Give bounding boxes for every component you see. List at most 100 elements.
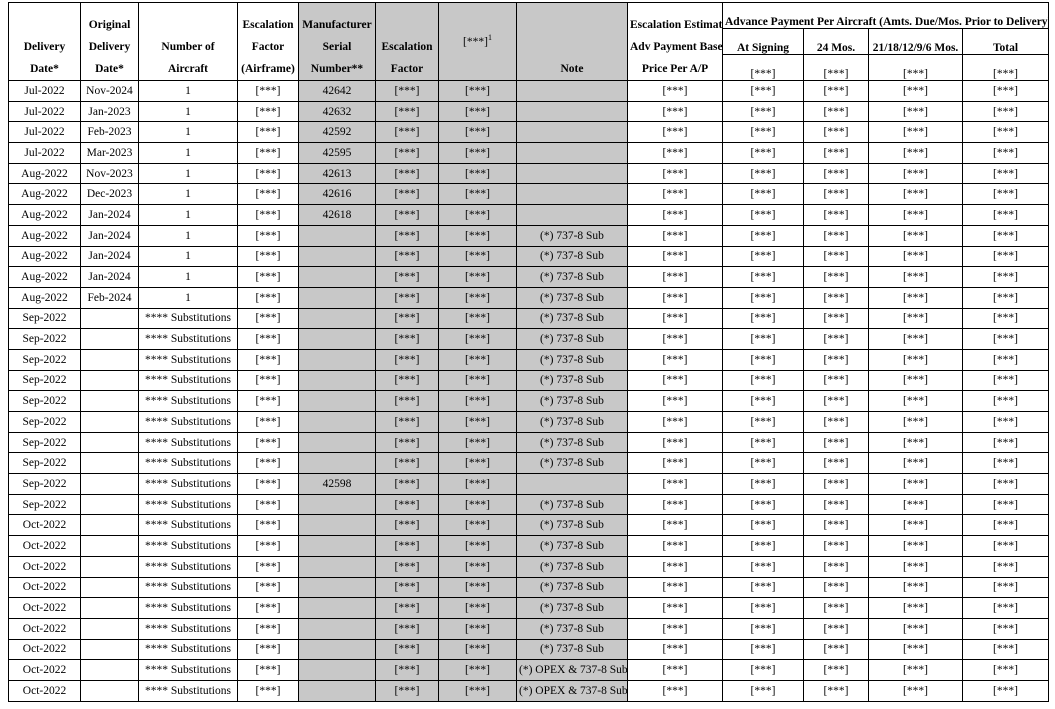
cell: [***]	[237, 493, 299, 516]
table-row: Oct-2022 **** Substitutions [***] [***] [***…	[8, 535, 1050, 557]
cell: Oct-2022	[8, 576, 81, 599]
cell: [***]	[868, 348, 963, 371]
cell: [***]	[627, 679, 723, 702]
cell: 42598	[298, 473, 376, 495]
cell: [***]	[438, 266, 517, 288]
cell: [***]	[237, 431, 299, 454]
cell: [***]	[627, 597, 723, 619]
cell: (*) 737-8 Sub	[516, 411, 628, 433]
cell: Aug-2022	[8, 183, 81, 206]
cell: (*) 737-8 Sub	[516, 576, 628, 599]
header-line: Delivery	[88, 41, 131, 53]
cell: [***]	[868, 266, 963, 288]
cell	[298, 369, 376, 392]
cell: (*) 737-8 Sub	[516, 535, 628, 557]
cell	[298, 514, 376, 537]
table-row: Sep-2022 **** Substitutions [***] [***] [***…	[8, 431, 1050, 454]
cell: [***]	[961, 369, 1050, 392]
cell: [***]	[375, 679, 439, 702]
cell: Oct-2022	[8, 535, 81, 557]
cell	[80, 576, 139, 599]
cell: [***]	[722, 348, 804, 371]
cell: [***]	[803, 121, 869, 144]
cell: [***]	[375, 369, 439, 392]
header-row: Delivery Date* Original Delivery Date* Number…	[8, 2, 1050, 81]
cell	[80, 659, 139, 681]
column-header: 24 Mos.	[803, 28, 869, 55]
cell: [***]	[868, 411, 963, 433]
cell: 42592	[298, 121, 376, 144]
cell: 1	[138, 224, 238, 247]
cell: [***]	[868, 638, 963, 661]
cell: [***]	[375, 493, 439, 516]
cell: [***]	[438, 555, 517, 578]
header-line: Date*	[95, 63, 124, 75]
cell: Oct-2022	[8, 679, 81, 702]
cell: [***]	[375, 576, 439, 599]
table-row: Sep-2022 **** Substitutions [***] [***] [***…	[8, 452, 1050, 475]
cell: [***]	[438, 659, 517, 681]
cell: [***]	[627, 638, 723, 661]
cell: (*) OPEX & 737-8 Sub	[516, 659, 628, 681]
cell: 1	[138, 142, 238, 164]
cell: Oct-2022	[8, 514, 81, 537]
cell: [***]	[237, 369, 299, 392]
cell	[298, 617, 376, 640]
cell: [***]	[438, 535, 517, 557]
cell: [***]	[627, 431, 723, 454]
cell	[516, 162, 628, 185]
cell: [***]	[803, 266, 869, 288]
cell: [***]	[803, 659, 869, 681]
cell: Jul-2022	[8, 80, 81, 102]
cell: [***]	[722, 204, 804, 226]
header-line: Manufacturer	[302, 19, 372, 31]
cell: (*) 737-8 Sub	[516, 617, 628, 640]
cell: [***]	[722, 597, 804, 619]
cell: **** Substitutions	[138, 597, 238, 619]
cell: 42595	[298, 142, 376, 164]
cell: [***]	[237, 224, 299, 247]
cell: [***]	[961, 307, 1050, 330]
cell	[80, 431, 139, 454]
cell: **** Substitutions	[138, 431, 238, 454]
cell: [***]	[868, 307, 963, 330]
cell	[80, 390, 139, 412]
cell: [***]	[438, 679, 517, 702]
cell: [***]	[237, 80, 299, 102]
cell: Jul-2022	[8, 100, 81, 123]
cell: [***]	[722, 369, 804, 392]
table-row: Sep-2022 **** Substitutions [***] [***] [***…	[8, 348, 1050, 371]
group-header: Advance Payment Per Aircraft (Amts. Due/…	[721, 2, 1050, 29]
cell: [***]	[375, 80, 439, 102]
cell: [***]	[961, 535, 1050, 557]
cell: [***]	[722, 121, 804, 144]
cell: [***]	[375, 473, 439, 495]
cell: [***]	[722, 266, 804, 288]
cell: [***]	[375, 142, 439, 164]
header-line: (Airframe)	[241, 63, 295, 75]
cell: [***]	[237, 204, 299, 226]
table-row: Aug-2022 Jan-2024 1 [***] [***] [***] (*) 737-…	[8, 266, 1050, 288]
cell: **** Substitutions	[138, 679, 238, 702]
cell: [***]	[237, 452, 299, 475]
cell: [***]	[627, 328, 723, 350]
cell: 1	[138, 245, 238, 268]
cell: Aug-2022	[8, 245, 81, 268]
cell: (*) OPEX & 737-8 Sub	[516, 679, 628, 702]
cell: [***]	[803, 348, 869, 371]
cell: [***]	[961, 162, 1050, 185]
cell: [***]	[438, 245, 517, 268]
cell: [***]	[803, 617, 869, 640]
cell: Oct-2022	[8, 638, 81, 661]
cell: [***]	[868, 162, 963, 185]
cell: [***]	[627, 348, 723, 371]
cell	[298, 638, 376, 661]
cell: (*) 737-8 Sub	[516, 431, 628, 454]
cell: [***]	[803, 307, 869, 330]
cell: [***]	[627, 100, 723, 123]
cell: **** Substitutions	[138, 390, 238, 412]
cell: [***]	[438, 307, 517, 330]
column-header: Number of Aircraft	[138, 2, 238, 81]
cell: (*) 737-8 Sub	[516, 224, 628, 247]
cell: Jan-2024	[80, 245, 139, 268]
